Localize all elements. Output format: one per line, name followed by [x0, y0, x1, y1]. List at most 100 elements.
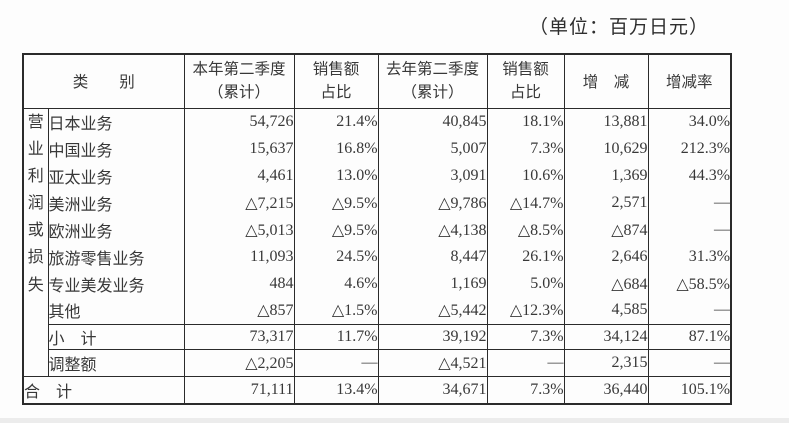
header-prev-sales-ratio: 销售额 占比 [486, 53, 565, 109]
change-rate-cell: — [647, 216, 732, 243]
segment-name-cell: 合 计 [22, 375, 185, 405]
current-sales-ratio-cell: 13.4% [293, 375, 379, 405]
current-q2-value-cell: 71,111 [183, 375, 295, 405]
change-value-cell: 2,646 [563, 243, 649, 270]
current-sales-ratio-cell: 11.7% [293, 323, 379, 350]
change-rate-cell: △58.5% [647, 270, 732, 297]
current-sales-ratio-cell: △9.5% [293, 189, 379, 216]
change-value-cell: △684 [563, 270, 649, 297]
current-q2-value-cell: 4,461 [183, 162, 295, 189]
row-other: 其他 △857 △1.5% △5,442 △12.3% 4,585 — [23, 297, 732, 324]
page-bottom-edge [0, 418, 789, 423]
segment-name-cell: 调整额 [47, 348, 185, 377]
current-q2-value-cell: △5,013 [183, 216, 295, 243]
prev-sales-ratio-cell: 7.3% [486, 323, 565, 350]
segment-name-cell: 日本业务 [47, 108, 185, 135]
current-sales-ratio-cell: △9.5% [293, 216, 379, 243]
current-q2-value-cell: △2,205 [183, 348, 295, 377]
current-sales-ratio-cell: 4.6% [293, 270, 379, 297]
current-q2-value-cell: △857 [183, 297, 295, 324]
segment-profit-table: 类 别 本年第二季度 （累计） 销售额 占比 去年第二季度 （累计） 销售额 占… [22, 53, 733, 405]
unit-label: （单位：百万日元） [528, 17, 709, 38]
header-change-rate: 增减率 [647, 53, 732, 109]
prev-q2-value-cell: △9,786 [377, 189, 488, 216]
current-q2-value-cell: 484 [183, 270, 295, 297]
segment-name-cell: 小 计 [47, 323, 185, 350]
row-professional-beauty-business: 专业美发业务 484 4.6% 1,169 5.0% △684 △58.5% [23, 270, 732, 297]
change-value-cell: 2,571 [563, 189, 649, 216]
prev-q2-value-cell: △5,442 [377, 297, 488, 324]
current-q2-value-cell: △7,215 [183, 189, 295, 216]
prev-sales-ratio-cell: 7.3% [486, 135, 565, 162]
change-rate-cell: 87.1% [647, 323, 732, 350]
row-japan-business: 营 业 利 润 或 损 失 日本业务 54,726 21.4% 40,845 1… [22, 108, 732, 376]
current-q2-value-cell: 11,093 [183, 243, 295, 270]
prev-q2-value-cell: △4,521 [377, 348, 488, 377]
row-total: 合 计 71,111 13.4% 34,671 7.3% 36,440 105.… [22, 375, 732, 405]
row-subtotal: 小 计 73,317 11.7% 39,192 7.3% 34,124 87.1… [23, 323, 732, 350]
current-sales-ratio-cell: 21.4% [293, 108, 379, 135]
prev-q2-value-cell: 39,192 [377, 323, 488, 350]
row-travel-retail-business: 旅游零售业务 11,093 24.5% 8,447 26.1% 2,646 31… [23, 243, 732, 270]
prev-q2-value-cell: 5,007 [377, 135, 488, 162]
change-rate-cell: 31.3% [647, 243, 732, 270]
change-rate-cell: 105.1% [647, 375, 732, 405]
prev-sales-ratio-cell: 26.1% [486, 243, 565, 270]
prev-q2-value-cell: 1,169 [377, 270, 488, 297]
row-adjustment: 调整额 △2,205 — △4,521 — 2,315 — [23, 348, 732, 377]
segment-name-cell: 旅游零售业务 [47, 243, 185, 270]
row-americas-business: 美洲业务 △7,215 △9.5% △9,786 △14.7% 2,571 — [23, 189, 732, 216]
change-rate-cell: — [647, 297, 732, 324]
prev-sales-ratio-cell: △8.5% [486, 216, 565, 243]
change-rate-cell: 34.0% [647, 108, 732, 135]
change-value-cell: 1,369 [563, 162, 649, 189]
current-sales-ratio-cell: 13.0% [293, 162, 379, 189]
prev-sales-ratio-cell: — [486, 348, 565, 377]
row-china-business: 中国业务 15,637 16.8% 5,007 7.3% 10,629 212.… [23, 135, 732, 162]
prev-q2-value-cell: 34,671 [377, 375, 488, 405]
header-current-q2: 本年第二季度 （累计） [183, 53, 295, 109]
current-q2-value-cell: 73,317 [183, 323, 295, 350]
segment-name-cell: 中国业务 [47, 135, 185, 162]
prev-q2-value-cell: 8,447 [377, 243, 488, 270]
prev-sales-ratio-cell: 5.0% [486, 270, 565, 297]
header-prev-q2: 去年第二季度 （累计） [377, 53, 488, 109]
prev-q2-value-cell: △4,138 [377, 216, 488, 243]
current-sales-ratio-cell: — [293, 348, 379, 377]
group-label-operating-profit-or-loss: 营 业 利 润 或 损 失 [22, 108, 49, 376]
change-value-cell: 34,124 [563, 323, 649, 350]
row-asia-pacific-business: 亚太业务 4,461 13.0% 3,091 10.6% 1,369 44.3% [23, 162, 732, 189]
prev-q2-value-cell: 3,091 [377, 162, 488, 189]
prev-q2-value-cell: 40,845 [377, 108, 488, 135]
prev-sales-ratio-cell: 10.6% [486, 162, 565, 189]
header-category: 类 别 [22, 53, 185, 109]
change-value-cell: 4,585 [563, 297, 649, 324]
change-rate-cell: — [647, 189, 732, 216]
row-europe-business: 欧洲业务 △5,013 △9.5% △4,138 △8.5% △874 — [23, 216, 732, 243]
header-change: 增 减 [563, 53, 649, 109]
change-value-cell: 2,315 [563, 348, 649, 377]
current-sales-ratio-cell: △1.5% [293, 297, 379, 324]
segment-name-cell: 美洲业务 [47, 189, 185, 216]
change-rate-cell: 44.3% [647, 162, 732, 189]
prev-sales-ratio-cell: △12.3% [486, 297, 565, 324]
segment-name-cell: 专业美发业务 [47, 270, 185, 297]
current-sales-ratio-cell: 24.5% [293, 243, 379, 270]
current-q2-value-cell: 54,726 [183, 108, 295, 135]
header-current-sales-ratio: 销售额 占比 [293, 53, 379, 109]
change-value-cell: 10,629 [563, 135, 649, 162]
change-rate-cell: 212.3% [647, 135, 732, 162]
current-q2-value-cell: 15,637 [183, 135, 295, 162]
change-value-cell: △874 [563, 216, 649, 243]
change-value-cell: 13,881 [563, 108, 649, 135]
prev-sales-ratio-cell: 18.1% [486, 108, 565, 135]
segment-name-cell: 亚太业务 [47, 162, 185, 189]
change-rate-cell: — [647, 348, 732, 377]
header-row: 类 别 本年第二季度 （累计） 销售额 占比 去年第二季度 （累计） 销售额 占… [22, 53, 732, 109]
current-sales-ratio-cell: 16.8% [293, 135, 379, 162]
change-value-cell: 36,440 [563, 375, 649, 405]
prev-sales-ratio-cell: 7.3% [486, 375, 565, 405]
segment-name-cell: 其他 [47, 297, 185, 324]
segment-name-cell: 欧洲业务 [47, 216, 185, 243]
